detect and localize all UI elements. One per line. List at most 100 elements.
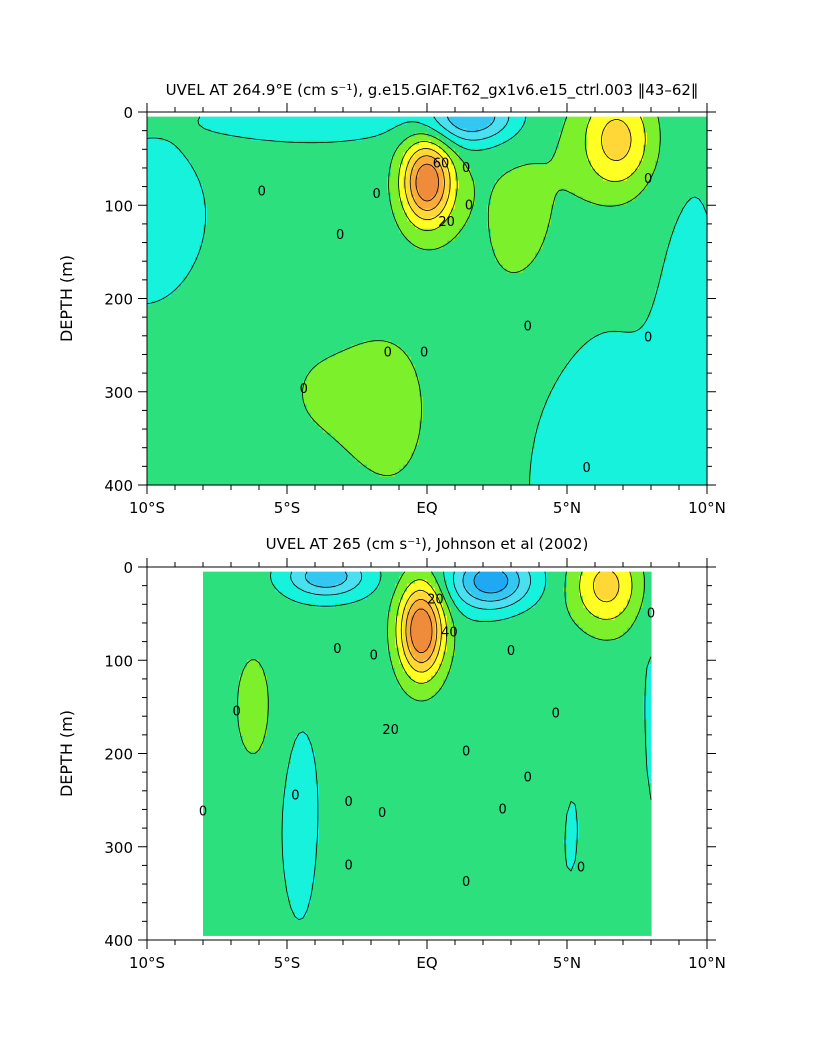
field-cell <box>647 248 652 254</box>
field-cell <box>435 132 440 138</box>
field-cell <box>479 252 484 258</box>
field-cell <box>367 196 372 202</box>
field-cell <box>383 200 388 206</box>
field-cell <box>567 248 572 254</box>
field-cell <box>423 192 428 198</box>
field-cell <box>423 228 428 234</box>
field-cell <box>691 240 696 246</box>
field-cell <box>615 168 620 174</box>
field-cell <box>211 232 216 238</box>
field-cell <box>151 196 156 202</box>
field-cell <box>435 176 440 182</box>
field-cell <box>219 232 224 238</box>
field-cell <box>291 216 296 222</box>
field-cell <box>535 228 540 234</box>
field-cell <box>431 236 436 242</box>
field-cell <box>303 188 308 194</box>
field-cell <box>575 252 580 258</box>
field-cell <box>171 172 176 178</box>
field-cell <box>251 208 256 214</box>
field-cell <box>427 140 432 146</box>
field-cell <box>455 212 460 218</box>
field-cell <box>611 196 616 202</box>
field-cell <box>195 212 200 218</box>
field-cell <box>419 152 424 158</box>
field-cell <box>431 124 436 130</box>
field-cell <box>667 132 672 138</box>
field-cell <box>643 120 648 126</box>
field-cell <box>415 256 420 262</box>
field-cell <box>275 128 280 134</box>
field-cell <box>363 156 368 162</box>
field-cell <box>659 144 664 150</box>
field-cell <box>611 168 616 174</box>
field-cell <box>535 252 540 258</box>
field-cell <box>147 176 152 182</box>
field-cell <box>679 244 684 250</box>
field-cell <box>603 204 608 210</box>
field-cell <box>299 116 304 122</box>
field-cell <box>267 212 272 218</box>
field-cell <box>519 192 524 198</box>
field-cell <box>463 184 468 190</box>
field-cell <box>299 156 304 162</box>
field-cell <box>643 188 648 194</box>
field-cell <box>307 168 312 174</box>
field-cell <box>559 224 564 230</box>
field-cell <box>391 248 396 254</box>
field-cell <box>615 252 620 258</box>
field-cell <box>243 236 248 242</box>
field-cell <box>659 248 664 254</box>
field-cell <box>411 128 416 134</box>
field-cell <box>255 212 260 218</box>
field-cell <box>579 224 584 230</box>
field-cell <box>563 172 568 178</box>
field-cell <box>623 212 628 218</box>
field-cell <box>187 168 192 174</box>
field-cell <box>491 172 496 178</box>
field-cell <box>435 252 440 258</box>
field-cell <box>239 128 244 134</box>
field-cell <box>599 232 604 238</box>
field-cell <box>679 172 684 178</box>
field-cell <box>299 180 304 186</box>
field-cell <box>563 136 568 142</box>
field-cell <box>571 184 576 190</box>
field-cell <box>659 156 664 162</box>
field-cell <box>407 224 412 230</box>
field-cell <box>651 220 656 226</box>
field-cell <box>463 256 468 262</box>
field-cell <box>243 252 248 258</box>
field-cell <box>559 132 564 138</box>
field-cell <box>431 128 436 134</box>
field-cell <box>379 228 384 234</box>
field-cell <box>207 216 212 222</box>
field-cell <box>695 160 700 166</box>
field-cell <box>623 240 628 246</box>
field-cell <box>439 172 444 178</box>
field-cell <box>363 172 368 178</box>
field-cell <box>299 144 304 150</box>
field-cell <box>467 224 472 230</box>
field-cell <box>195 232 200 238</box>
field-cell <box>527 244 532 250</box>
field-cell <box>507 196 512 202</box>
field-cell <box>567 164 572 170</box>
field-cell <box>535 212 540 218</box>
field-cell <box>339 124 344 130</box>
field-cell <box>579 216 584 222</box>
field-cell <box>687 236 692 242</box>
field-cell <box>595 216 600 222</box>
field-cell <box>567 252 572 258</box>
field-cell <box>479 228 484 234</box>
field-cell <box>471 192 476 198</box>
field-cell <box>347 220 352 226</box>
field-cell <box>679 148 684 154</box>
field-cell <box>319 244 324 250</box>
field-cell <box>551 168 556 174</box>
field-cell <box>395 228 400 234</box>
field-cell <box>375 216 380 222</box>
field-cell <box>291 212 296 218</box>
field-cell <box>151 144 156 150</box>
field-cell <box>227 172 232 178</box>
